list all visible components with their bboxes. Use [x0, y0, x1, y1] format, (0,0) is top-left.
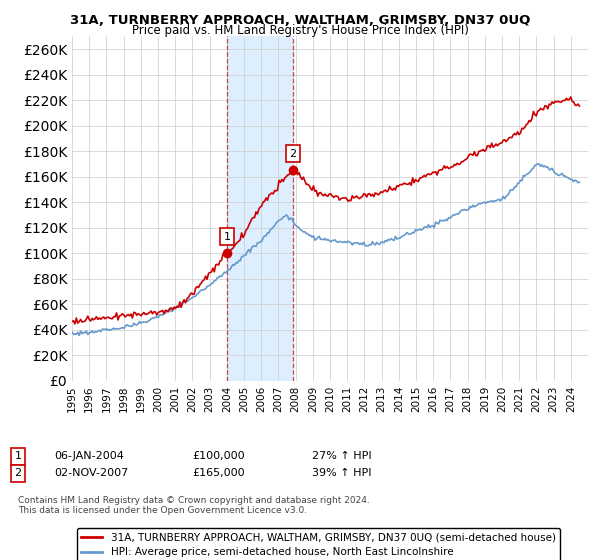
Text: 1: 1 [14, 451, 22, 461]
Text: 39% ↑ HPI: 39% ↑ HPI [312, 468, 371, 478]
Text: 27% ↑ HPI: 27% ↑ HPI [312, 451, 371, 461]
Text: Contains HM Land Registry data © Crown copyright and database right 2024.
This d: Contains HM Land Registry data © Crown c… [18, 496, 370, 515]
Bar [227, 36, 293, 381]
Text: 1: 1 [224, 232, 231, 242]
Text: 06-JAN-2004: 06-JAN-2004 [54, 451, 124, 461]
Text: 2: 2 [289, 149, 296, 158]
Text: 02-NOV-2007: 02-NOV-2007 [54, 468, 128, 478]
Text: Price paid vs. HM Land Registry's House Price Index (HPI): Price paid vs. HM Land Registry's House … [131, 24, 469, 37]
Legend: 31A, TURNBERRY APPROACH, WALTHAM, GRIMSBY, DN37 0UQ (semi-detached house), HPI: : 31A, TURNBERRY APPROACH, WALTHAM, GRIMSB… [77, 528, 560, 560]
Text: £100,000: £100,000 [192, 451, 245, 461]
Text: £165,000: £165,000 [192, 468, 245, 478]
Text: 31A, TURNBERRY APPROACH, WALTHAM, GRIMSBY, DN37 0UQ: 31A, TURNBERRY APPROACH, WALTHAM, GRIMSB… [70, 14, 530, 27]
Text: 2: 2 [14, 468, 22, 478]
